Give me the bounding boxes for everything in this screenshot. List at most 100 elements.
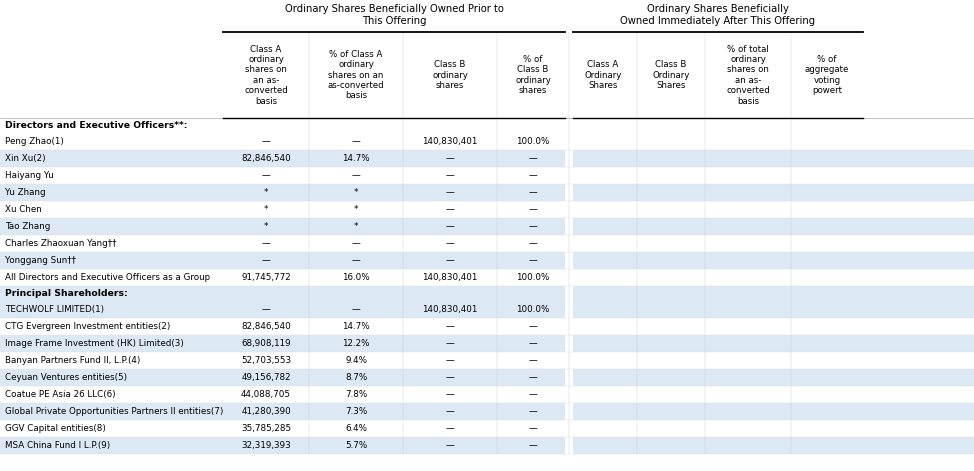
Text: 12.2%: 12.2%	[342, 339, 370, 348]
Text: Ordinary Shares Beneficially Owned Prior to
This Offering: Ordinary Shares Beneficially Owned Prior…	[284, 4, 504, 26]
Bar	[0, 269, 974, 286]
Text: —: —	[446, 424, 455, 433]
Bar	[0, 369, 974, 386]
Text: 7.8%: 7.8%	[345, 390, 367, 399]
Text: Principal Shareholders:: Principal Shareholders:	[5, 289, 128, 298]
Text: Global Private Opportunities Partners II entities(7): Global Private Opportunities Partners II…	[5, 407, 223, 416]
Text: Charles Zhaoxuan Yang††: Charles Zhaoxuan Yang††	[5, 239, 117, 248]
Text: —: —	[529, 373, 538, 382]
Text: Tao Zhang: Tao Zhang	[5, 222, 51, 231]
Text: *: *	[354, 222, 358, 231]
Bar	[565, 0, 573, 471]
Text: —: —	[529, 424, 538, 433]
Text: —: —	[529, 339, 538, 348]
Text: 41,280,390: 41,280,390	[242, 407, 291, 416]
Text: CTG Evergreen Investment entities(2): CTG Evergreen Investment entities(2)	[5, 322, 170, 331]
Text: *: *	[264, 188, 268, 197]
Text: Ordinary Shares Beneficially
Owned Immediately After This Offering: Ordinary Shares Beneficially Owned Immed…	[620, 4, 815, 26]
Text: —: —	[262, 239, 271, 248]
Text: 100.0%: 100.0%	[516, 305, 549, 314]
Text: —: —	[352, 171, 360, 180]
Text: —: —	[352, 305, 360, 314]
Text: 100.0%: 100.0%	[516, 273, 549, 282]
Bar	[0, 318, 974, 335]
Text: —: —	[529, 407, 538, 416]
Text: —: —	[446, 256, 455, 265]
Text: —: —	[262, 256, 271, 265]
Text: —: —	[352, 239, 360, 248]
Text: 32,319,393: 32,319,393	[242, 441, 291, 450]
Text: *: *	[354, 205, 358, 214]
Bar	[0, 184, 974, 201]
Text: —: —	[529, 322, 538, 331]
Text: 68,908,119: 68,908,119	[242, 339, 291, 348]
Text: 100.0%: 100.0%	[516, 137, 549, 146]
Text: 5.7%: 5.7%	[345, 441, 367, 450]
Bar	[0, 167, 974, 184]
Text: Class B
Ordinary
Shares: Class B Ordinary Shares	[653, 60, 690, 90]
Bar	[0, 133, 974, 150]
Text: Ceyuan Ventures entities(5): Ceyuan Ventures entities(5)	[5, 373, 128, 382]
Text: —: —	[446, 390, 455, 399]
Text: 6.4%: 6.4%	[345, 424, 367, 433]
Text: Xin Xu(2): Xin Xu(2)	[5, 154, 46, 163]
Text: 16.0%: 16.0%	[342, 273, 370, 282]
Text: Xu Chen: Xu Chen	[5, 205, 42, 214]
Text: —: —	[446, 339, 455, 348]
Bar	[0, 201, 974, 218]
Text: —: —	[352, 256, 360, 265]
Text: —: —	[529, 154, 538, 163]
Text: —: —	[529, 205, 538, 214]
Text: *: *	[264, 222, 268, 231]
Text: —: —	[446, 222, 455, 231]
Text: 52,703,553: 52,703,553	[241, 356, 291, 365]
Text: —: —	[529, 390, 538, 399]
Text: *: *	[354, 188, 358, 197]
Text: —: —	[446, 188, 455, 197]
Bar	[0, 235, 974, 252]
Text: 9.4%: 9.4%	[345, 356, 367, 365]
Text: —: —	[262, 305, 271, 314]
Text: 44,088,705: 44,088,705	[241, 390, 291, 399]
Text: —: —	[352, 137, 360, 146]
Text: Haiyang Yu: Haiyang Yu	[5, 171, 54, 180]
Text: Banyan Partners Fund II, L.P.(4): Banyan Partners Fund II, L.P.(4)	[5, 356, 140, 365]
Text: 140,830,401: 140,830,401	[423, 137, 477, 146]
Bar	[0, 403, 974, 420]
Bar	[0, 301, 974, 318]
Text: —: —	[446, 154, 455, 163]
Text: —: —	[262, 171, 271, 180]
Text: 140,830,401: 140,830,401	[423, 273, 477, 282]
Text: Directors and Executive Officers**:: Directors and Executive Officers**:	[5, 121, 188, 130]
Bar	[0, 352, 974, 369]
Bar	[0, 286, 974, 301]
Text: 7.3%: 7.3%	[345, 407, 367, 416]
Text: —: —	[446, 239, 455, 248]
Text: —: —	[529, 188, 538, 197]
Text: TECHWOLF LIMITED(1): TECHWOLF LIMITED(1)	[5, 305, 104, 314]
Text: 82,846,540: 82,846,540	[242, 154, 291, 163]
Text: % of
aggregate
voting
powert: % of aggregate voting powert	[805, 55, 849, 95]
Text: —: —	[529, 441, 538, 450]
Text: —: —	[529, 222, 538, 231]
Text: All Directors and Executive Officers as a Group: All Directors and Executive Officers as …	[5, 273, 210, 282]
Text: Class A
ordinary
shares on
an as-
converted
basis: Class A ordinary shares on an as- conver…	[244, 44, 288, 106]
Text: Image Frame Investment (HK) Limited(3): Image Frame Investment (HK) Limited(3)	[5, 339, 184, 348]
Text: —: —	[446, 373, 455, 382]
Text: 49,156,782: 49,156,782	[242, 373, 291, 382]
Text: Yonggang Sun††: Yonggang Sun††	[5, 256, 76, 265]
Bar	[0, 437, 974, 454]
Text: 35,785,285: 35,785,285	[241, 424, 291, 433]
Text: % of Class A
ordinary
shares on an
as-converted
basis: % of Class A ordinary shares on an as-co…	[327, 50, 385, 100]
Text: % of
Class B
ordinary
shares: % of Class B ordinary shares	[515, 55, 551, 95]
Text: 14.7%: 14.7%	[342, 154, 370, 163]
Bar	[0, 252, 974, 269]
Text: MSA China Fund I L.P.(9): MSA China Fund I L.P.(9)	[5, 441, 110, 450]
Text: Class B
ordinary
shares: Class B ordinary shares	[432, 60, 468, 90]
Text: —: —	[446, 356, 455, 365]
Text: Peng Zhao(1): Peng Zhao(1)	[5, 137, 64, 146]
Text: 8.7%: 8.7%	[345, 373, 367, 382]
Text: Class A
Ordinary
Shares: Class A Ordinary Shares	[584, 60, 621, 90]
Text: —: —	[529, 256, 538, 265]
Text: % of total
ordinary
shares on
an as-
converted
basis: % of total ordinary shares on an as- con…	[727, 44, 769, 106]
